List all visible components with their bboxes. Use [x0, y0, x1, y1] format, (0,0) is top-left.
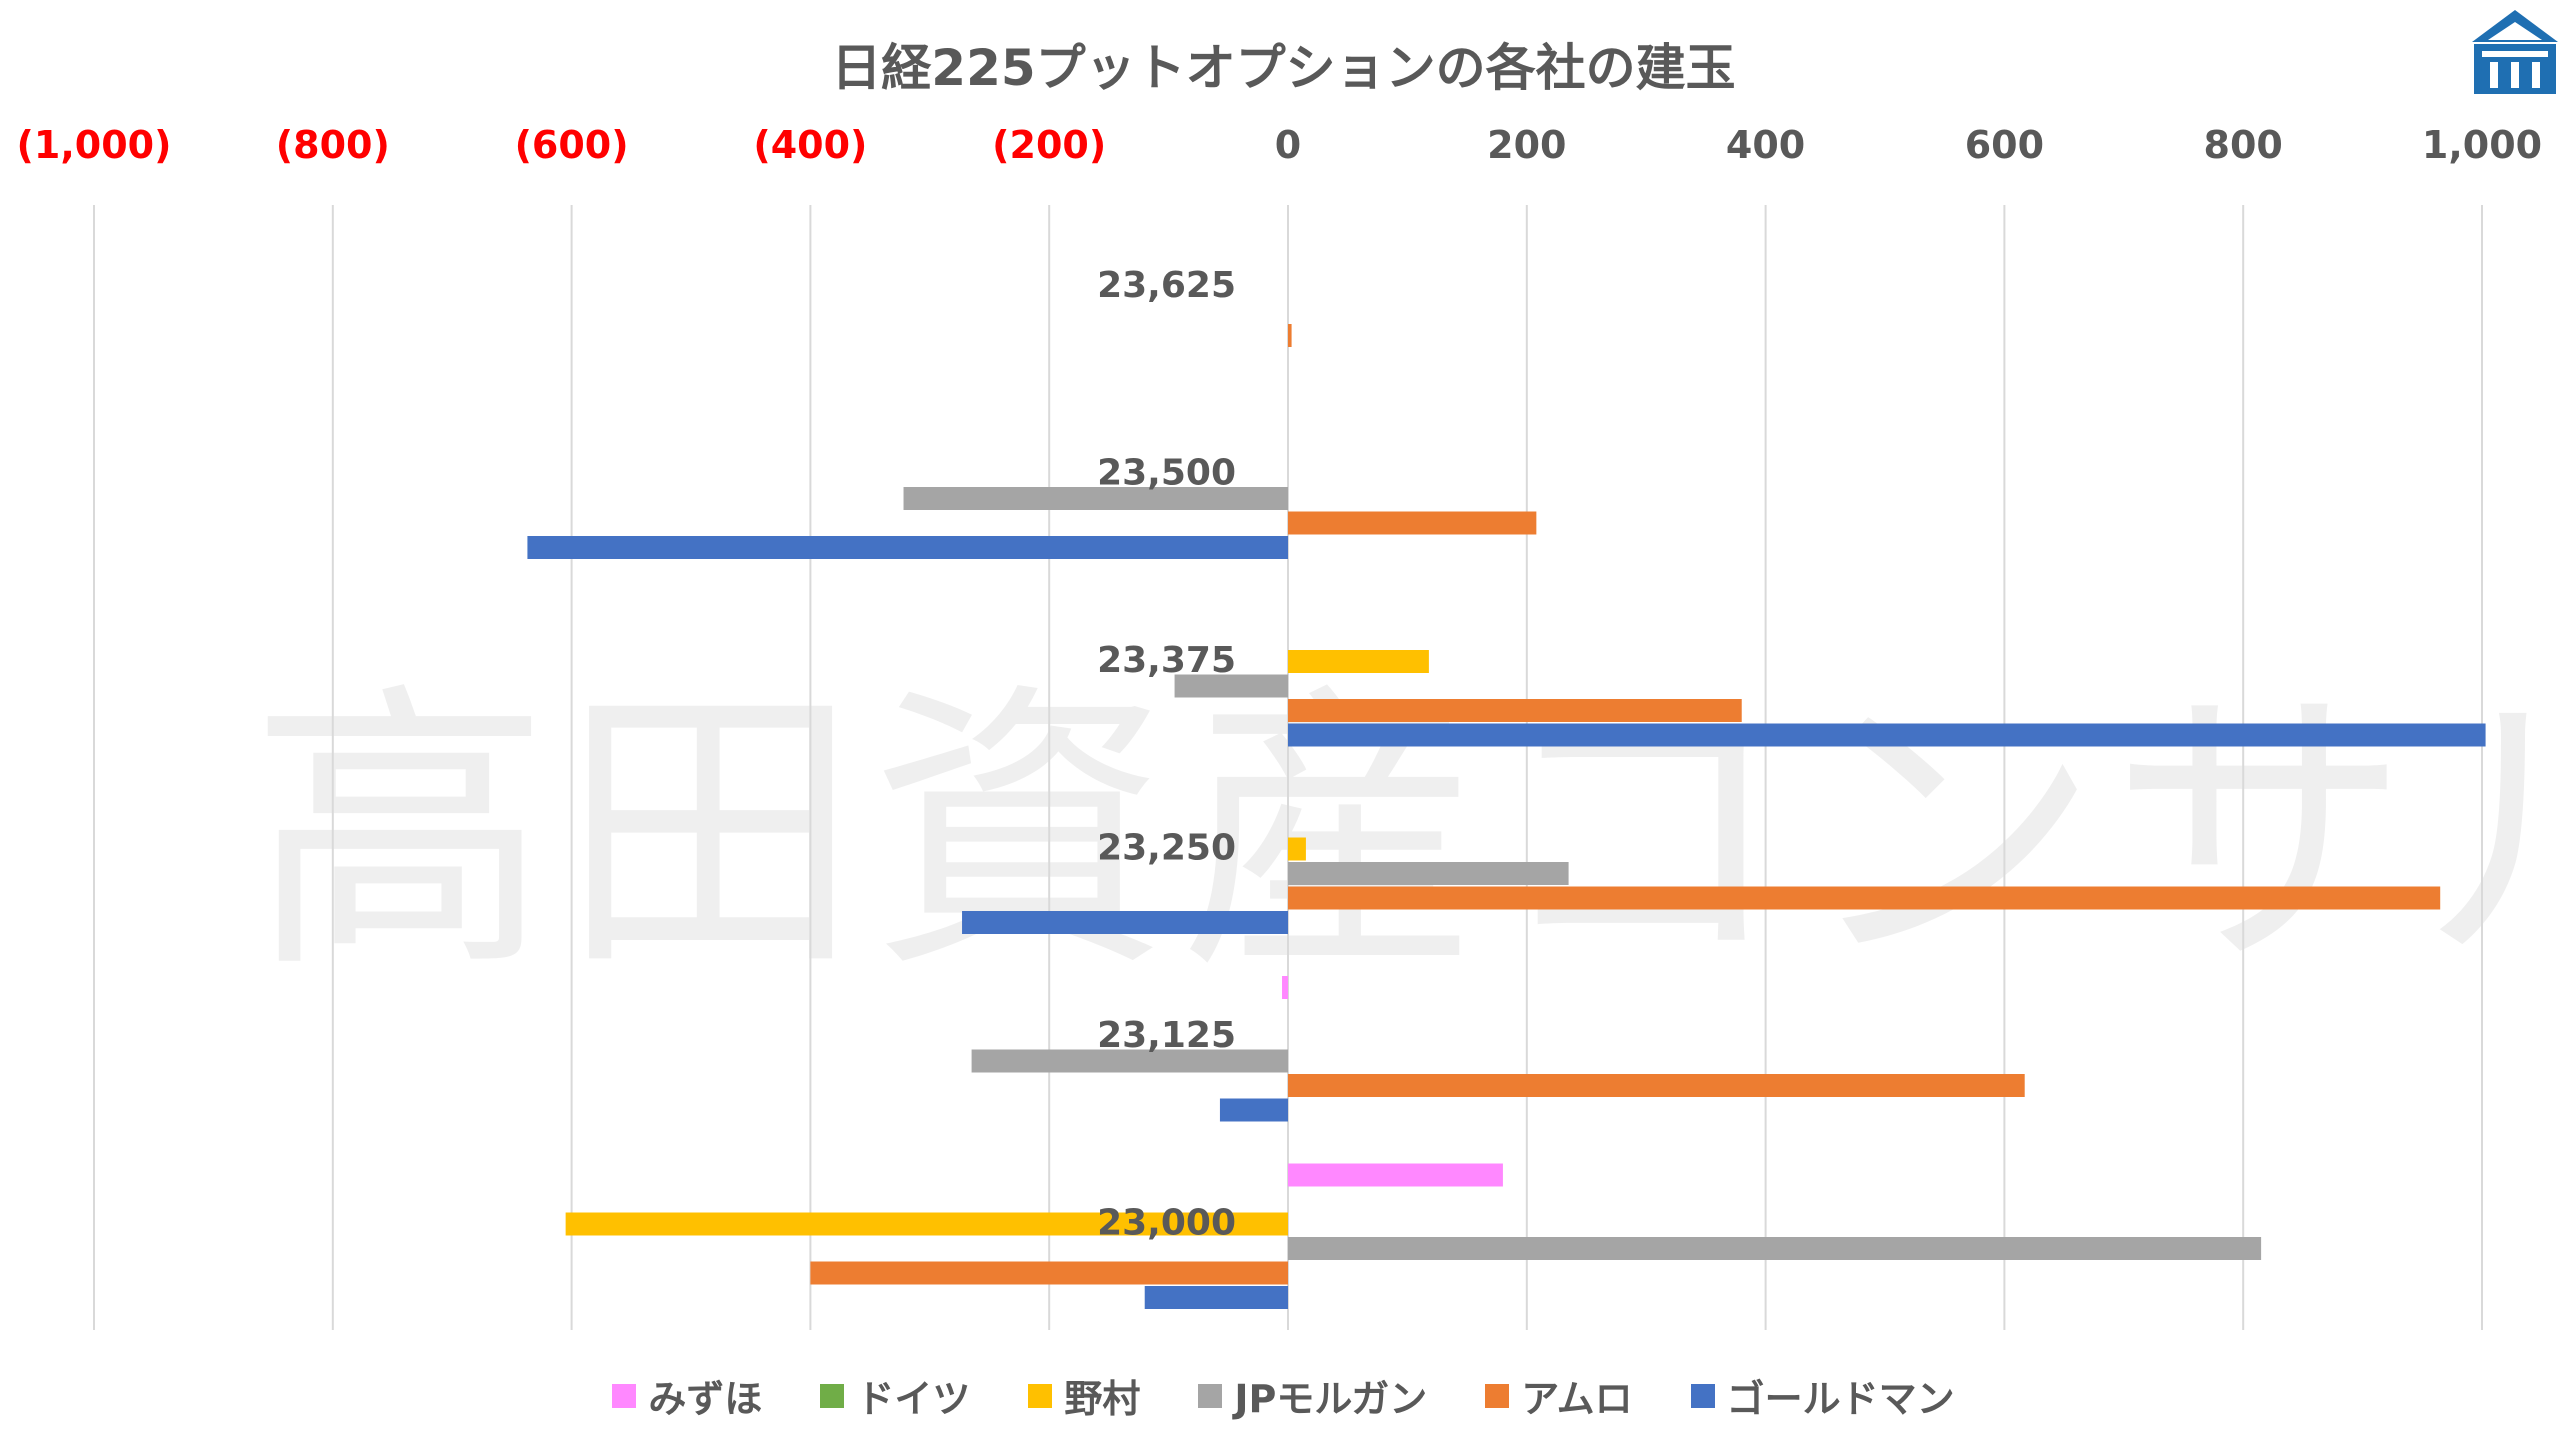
x-tick-label: 400 [1726, 123, 1805, 167]
x-tick-label: 200 [1487, 123, 1566, 167]
legend-swatch [1485, 1383, 1510, 1408]
bar [1288, 837, 1306, 861]
x-tick-label: 800 [2204, 123, 2283, 167]
category-label: 23,125 [1097, 1015, 1236, 1056]
category-label: 23,375 [1097, 640, 1236, 681]
legend-item: ドイツ [820, 1368, 970, 1423]
bar [962, 911, 1288, 934]
bar [565, 1212, 1288, 1236]
legend-label: アムロ [1521, 1377, 1633, 1421]
legend-label: ゴールドマン [1726, 1377, 1955, 1421]
bar [1288, 324, 1292, 347]
x-tick-label: 600 [1965, 123, 2044, 167]
bar [1288, 650, 1429, 673]
bar [1288, 723, 2486, 747]
x-tick-label: (600) [515, 123, 629, 167]
category-label: 23,500 [1097, 452, 1236, 493]
bar [1282, 976, 1288, 999]
legend-item: アムロ [1485, 1368, 1633, 1423]
x-tick-label: 1,000 [2422, 123, 2542, 167]
bar [1288, 1074, 2025, 1097]
company-logo-icon [2472, 10, 2558, 94]
legend-swatch [1198, 1383, 1223, 1408]
bar [1288, 862, 1569, 885]
legend-swatch [1028, 1383, 1053, 1408]
bar [903, 487, 1288, 510]
chart-title: 日経225プットオプションの各社の建玉 [831, 39, 1736, 97]
x-tick-label: (200) [992, 123, 1106, 167]
legend-item: みずほ [612, 1368, 762, 1423]
legend-item: ゴールドマン [1690, 1368, 1955, 1423]
bar [1144, 1286, 1288, 1309]
legend-swatch [1690, 1383, 1715, 1408]
legend-swatch [612, 1383, 637, 1408]
legend-label: みずほ [648, 1377, 763, 1421]
x-tick-label: 0 [1275, 123, 1301, 167]
category-label: 23,000 [1097, 1202, 1236, 1243]
bar [971, 1049, 1288, 1073]
bar [1288, 886, 2441, 910]
x-tick-label: (1,000) [17, 123, 172, 167]
bar [527, 536, 1288, 559]
bar [810, 1261, 1288, 1285]
bar [1288, 1163, 1503, 1187]
category-label: 23,250 [1097, 827, 1236, 868]
bar [1219, 1098, 1288, 1122]
x-tick-label: (800) [276, 123, 390, 167]
bar [1288, 1237, 2262, 1260]
legend-label: JPモルガン [1234, 1377, 1428, 1421]
legend-swatch [820, 1383, 845, 1408]
legend-label: ドイツ [856, 1377, 971, 1421]
category-label: 23,625 [1097, 265, 1236, 306]
x-tick-label: (400) [753, 123, 867, 167]
chart-legend: みずほ ドイツ 野村 JPモルガン アムロ ゴールドマン [0, 1368, 2567, 1423]
legend-label: 野村 [1064, 1377, 1141, 1421]
bar [1288, 511, 1537, 535]
legend-item: JPモルガン [1198, 1368, 1427, 1423]
bar [1288, 699, 1742, 722]
legend-item: 野村 [1028, 1368, 1140, 1423]
bar [1174, 674, 1288, 698]
